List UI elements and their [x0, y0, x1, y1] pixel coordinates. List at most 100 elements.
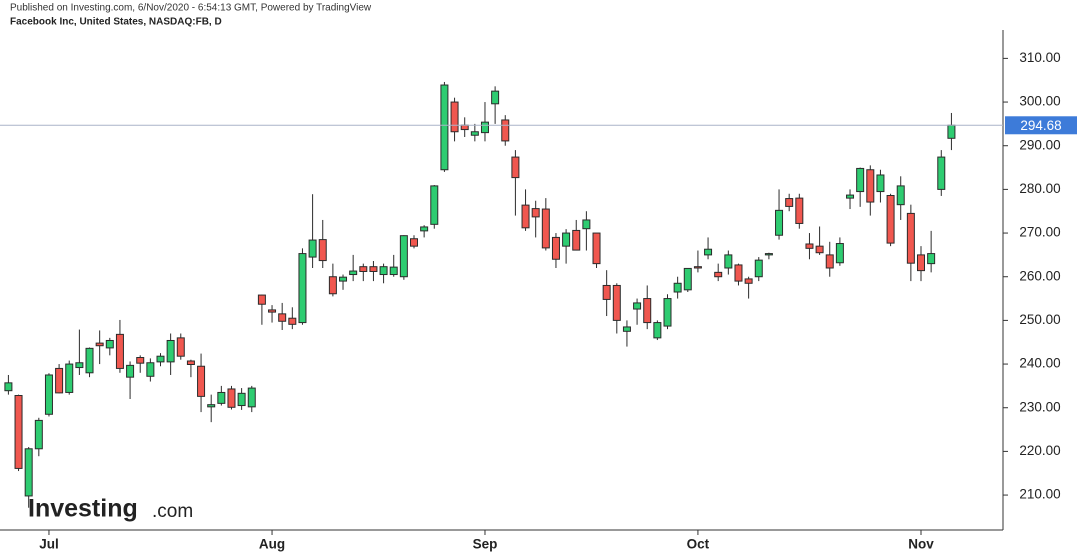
y-tick-label: 310.00: [1019, 50, 1060, 65]
y-tick-label: 290.00: [1019, 137, 1060, 152]
candle-body: [207, 404, 216, 408]
candle-body: [856, 167, 865, 193]
x-tick-label: Nov: [908, 537, 934, 552]
candle-body: [480, 121, 489, 134]
candle-body: [815, 245, 824, 254]
candle-body: [846, 194, 855, 199]
candle-body: [582, 219, 591, 230]
candle-body: [420, 226, 429, 232]
candle-body: [511, 156, 520, 179]
y-tick-label: 220.00: [1019, 443, 1060, 458]
x-tick-label: Jul: [39, 537, 59, 552]
candle-body: [257, 294, 266, 305]
x-tick-label: Sep: [473, 537, 498, 552]
y-tick-label: 260.00: [1019, 268, 1060, 283]
candle-body: [339, 276, 348, 282]
candle-body: [146, 362, 155, 377]
candle-body: [764, 253, 773, 256]
candle-body: [85, 347, 94, 374]
candle-body: [663, 298, 672, 327]
candle-body: [65, 363, 74, 393]
candle-body: [612, 284, 621, 321]
candle-body: [501, 119, 510, 142]
y-tick-label: 270.00: [1019, 225, 1060, 240]
candle-body: [308, 239, 317, 258]
candle-body: [734, 264, 743, 282]
y-tick-label: 300.00: [1019, 94, 1060, 109]
candle-body: [835, 243, 844, 264]
candle-body: [389, 266, 398, 276]
candle-body: [24, 448, 33, 497]
candle-body: [430, 185, 439, 225]
candle-body: [288, 317, 297, 325]
candle-body: [237, 392, 246, 407]
candle-body: [44, 374, 53, 415]
candle-body: [653, 322, 662, 339]
candle-body: [795, 197, 804, 224]
candle-body: [683, 267, 692, 291]
candle-body: [947, 124, 956, 139]
candle-body: [186, 360, 195, 365]
candle-body: [55, 367, 64, 394]
candle-body: [602, 284, 611, 300]
candle-body: [633, 302, 642, 310]
candle-body: [673, 282, 682, 293]
candle-body: [369, 266, 378, 272]
candle-body: [551, 236, 560, 260]
candle-body: [247, 387, 256, 408]
candle-body: [268, 309, 277, 313]
chart-title: Facebook Inc, United States, NASDAQ:FB, …: [10, 17, 222, 28]
candle-body: [470, 131, 479, 136]
candle-body: [126, 364, 135, 378]
candle-body: [491, 90, 500, 105]
publisher-line: Published on Investing.com, 6/Nov/2020 -…: [10, 3, 372, 14]
candle-body: [359, 266, 368, 272]
candle-body: [75, 362, 84, 369]
logo-name: Investing: [28, 495, 138, 523]
candle-body: [592, 232, 601, 265]
candle-body: [115, 333, 124, 369]
candle-body: [693, 266, 702, 269]
candle-body: [531, 208, 540, 218]
candle-body: [4, 382, 13, 392]
candle-body: [156, 355, 165, 363]
candle-body: [825, 254, 834, 269]
y-tick-label: 240.00: [1019, 356, 1060, 371]
candle-body: [876, 174, 885, 193]
candle-body: [906, 212, 915, 264]
candle-body: [399, 235, 408, 278]
plot-area: [4, 81, 956, 508]
candle-body: [896, 185, 905, 206]
candle-body: [724, 254, 733, 269]
candle-body: [805, 243, 814, 249]
candle-body: [917, 254, 925, 272]
candle-body: [937, 156, 946, 190]
logo-suffix: .com: [152, 501, 193, 522]
candle-body: [562, 232, 571, 247]
candle-body: [460, 124, 469, 131]
candle-body: [197, 365, 206, 397]
y-tick-label: 250.00: [1019, 312, 1060, 327]
y-tick-label: 210.00: [1019, 487, 1060, 502]
candle-body: [927, 253, 936, 265]
candle-body: [754, 259, 763, 278]
candle-body: [166, 339, 175, 363]
candle-body: [775, 209, 784, 236]
candle-body: [785, 198, 794, 207]
y-tick-label: 230.00: [1019, 399, 1060, 414]
candle-body: [714, 271, 723, 278]
candle-body: [217, 391, 226, 404]
candle-body: [95, 342, 104, 347]
candle-body: [14, 395, 23, 469]
logo: Investing .com: [28, 495, 193, 523]
candle-body: [541, 208, 550, 249]
candle-body: [643, 298, 652, 324]
y-tick-label: 280.00: [1019, 181, 1060, 196]
candle-body: [440, 84, 449, 171]
candle-body: [328, 276, 337, 295]
candle-body: [744, 278, 753, 284]
candle-body: [278, 313, 287, 322]
candle-body: [227, 388, 236, 408]
candle-body: [136, 357, 145, 364]
